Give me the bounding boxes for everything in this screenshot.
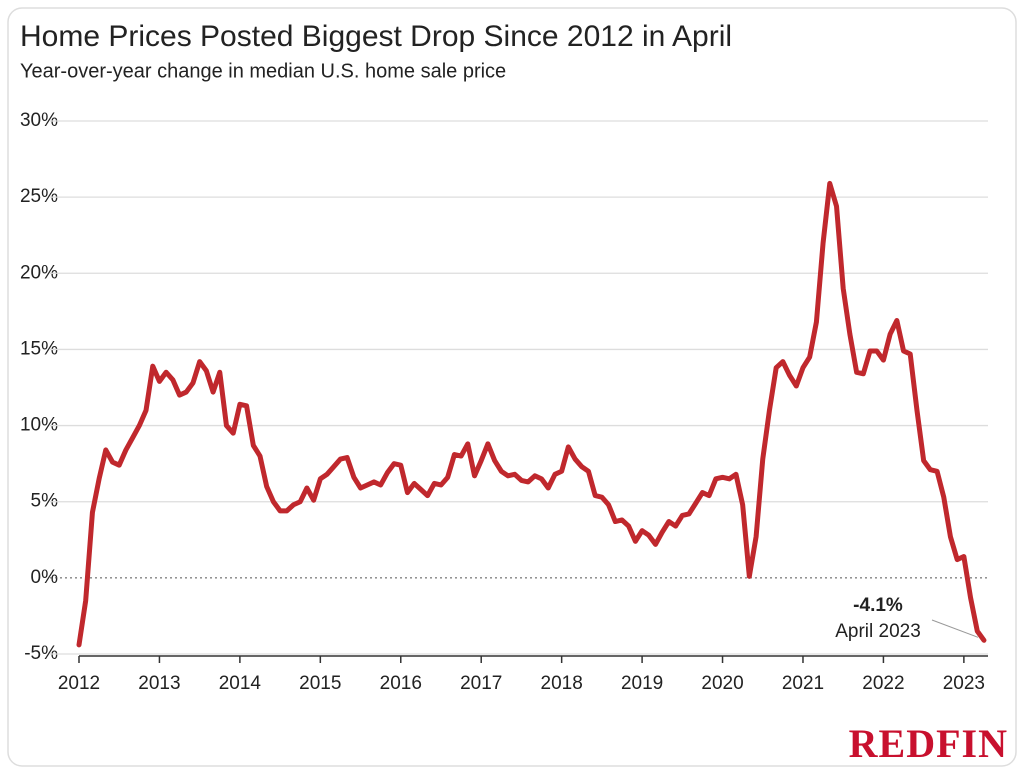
y-tick-label: 25% [20, 186, 58, 207]
x-tick-label: 2014 [219, 673, 262, 694]
y-tick-label: 5% [31, 491, 59, 512]
chart-subtitle: Year-over-year change in median U.S. hom… [20, 60, 506, 82]
card [7, 7, 1017, 767]
brand-logo: REDFIN [849, 721, 1008, 766]
annotation-leader [931, 619, 979, 638]
x-tick-label: 2017 [460, 673, 502, 694]
x-tick-label: 2015 [299, 673, 341, 694]
annotation-text: April 2023 [835, 621, 921, 642]
data-line [76, 180, 987, 648]
annotation-value: -4.1% [853, 595, 903, 616]
x-tick-label: 2012 [58, 673, 100, 694]
x-tick-label: 2022 [862, 673, 904, 694]
y-tick-label: -5% [24, 643, 58, 664]
y-tick-label: 0% [31, 567, 59, 588]
y-tick-label: 30% [20, 110, 58, 131]
y-tick-label: 10% [20, 415, 58, 436]
x-tick-label: 2018 [541, 673, 583, 694]
y-tick-label: 20% [20, 262, 58, 283]
x-tick-label: 2020 [701, 673, 743, 694]
x-tick-label: 2016 [380, 673, 422, 694]
x-tick-label: 2013 [138, 673, 180, 694]
x-tick-label: 2019 [621, 673, 663, 694]
x-tick-label: 2021 [782, 673, 824, 694]
y-tick-label: 15% [20, 338, 58, 359]
x-tick-label: 2023 [943, 673, 985, 694]
chart-title: Home Prices Posted Biggest Drop Since 20… [20, 20, 732, 53]
